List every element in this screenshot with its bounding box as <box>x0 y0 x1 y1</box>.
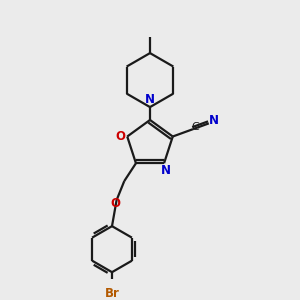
Text: N: N <box>144 93 154 106</box>
Text: N: N <box>209 114 219 128</box>
Text: Br: Br <box>105 286 119 299</box>
Text: C: C <box>191 122 199 132</box>
Text: O: O <box>116 130 125 143</box>
Text: O: O <box>110 197 120 210</box>
Text: N: N <box>160 164 171 176</box>
